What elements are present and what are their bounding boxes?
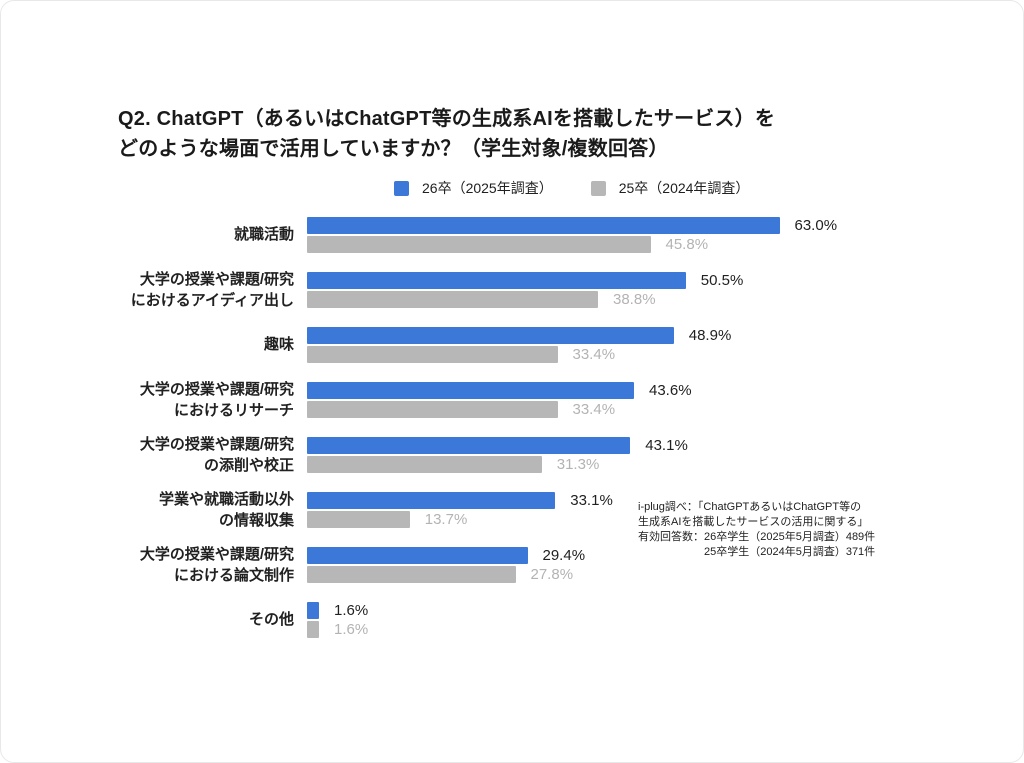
bar-value: 63.0% <box>794 216 838 234</box>
bar-line: 38.8% <box>307 290 743 308</box>
bar <box>307 546 528 564</box>
bar <box>307 491 556 509</box>
source-note-line: 有効回答数：26卒学生（2025年5月調査）489件 <box>638 531 876 543</box>
bar <box>307 290 598 308</box>
bar-value: 43.1% <box>645 436 688 454</box>
source-note-line: 25卒学生（2024年5月調査）371件 <box>704 546 876 558</box>
legend-label: 25卒（2024年調査） <box>618 180 750 196</box>
bar-value: 48.9% <box>688 326 732 344</box>
bar <box>307 381 634 399</box>
bar-line: 13.7% <box>307 510 613 528</box>
legend-label: 26卒（2025年調査） <box>422 180 553 196</box>
legend: 26卒（2025年調査） 25卒（2024年調査） <box>394 178 749 198</box>
legend-swatch-icon <box>590 180 606 196</box>
bar <box>307 565 516 583</box>
bar-line: 31.3% <box>307 455 688 473</box>
bar-line: 33.4% <box>307 400 692 418</box>
chart-title: Q2. ChatGPT（あるいはChatGPT等の生成系AIを搭載したサービス）… <box>118 108 776 160</box>
category-label: その他 <box>248 611 294 628</box>
chart-row: 大学の授業や課題/研究 における論文制作 29.4% 27.8% <box>118 537 837 592</box>
bar <box>307 271 686 289</box>
bar-group: 29.4% 27.8% <box>307 546 586 583</box>
bar <box>307 400 558 418</box>
bar <box>307 235 651 253</box>
bar-group: 33.1% 13.7% <box>307 491 613 528</box>
bar-value: 27.8% <box>530 565 574 583</box>
bar-line: 1.6% <box>307 620 369 638</box>
legend-item: 26卒（2025年調査） <box>394 178 553 198</box>
bar-value: 45.8% <box>665 235 709 253</box>
bar-value: 38.8% <box>613 290 656 308</box>
bar-line: 43.1% <box>307 436 688 454</box>
bar-line: 33.1% <box>307 491 613 509</box>
bar-group: 43.6% 33.4% <box>307 381 692 418</box>
bar-value: 31.3% <box>556 455 600 473</box>
bar-line: 45.8% <box>307 235 837 253</box>
bar-line: 29.4% <box>307 546 586 564</box>
category-label: 趣味 <box>263 336 294 353</box>
category-label: 大学の授業や課題/研究 の添削や校正 <box>139 435 294 474</box>
category-label: 学業や就職活動以外 の情報収集 <box>158 490 294 529</box>
category-label: 大学の授業や課題/研究 におけるリサーチ <box>139 380 294 419</box>
bar-line: 48.9% <box>307 326 732 344</box>
bar <box>307 345 558 363</box>
bar-group: 63.0% 45.8% <box>307 216 838 253</box>
legend-item: 25卒（2024年調査） <box>590 178 750 198</box>
bar-line: 63.0% <box>307 216 838 234</box>
bar-line: 1.6% <box>307 601 369 619</box>
bar-line: 33.4% <box>307 345 731 363</box>
bar-value: 33.4% <box>572 345 616 363</box>
bar-group: 50.5% 38.8% <box>307 271 744 308</box>
bar-value: 1.6% <box>334 601 369 619</box>
chart-row: その他 1.6% 1.6% <box>118 592 837 647</box>
bar <box>307 601 319 619</box>
bar-value: 33.4% <box>572 400 616 418</box>
legend-swatch-icon <box>394 180 409 196</box>
chart-row: 就職活動 63.0% 45.8% <box>118 207 837 262</box>
bar-group: 48.9% 33.4% <box>307 326 732 363</box>
bar-line: 27.8% <box>307 565 585 583</box>
bar-value: 29.4% <box>542 546 586 564</box>
category-label: 大学の授業や課題/研究 におけるアイディア出し <box>130 270 294 309</box>
bar <box>307 216 780 234</box>
bar-value: 43.6% <box>649 381 692 399</box>
category-label: 就職活動 <box>233 226 294 243</box>
bar-group: 1.6% 1.6% <box>307 601 369 638</box>
chart-row: 大学の授業や課題/研究 の添削や校正 43.1% 31.3% <box>118 427 837 482</box>
bar-value: 13.7% <box>424 510 468 528</box>
bar-line: 43.6% <box>307 381 692 399</box>
bar-group: 43.1% 31.3% <box>307 436 688 473</box>
source-note-line: i-plug調べ：「ChatGPTあるいはChatGPT等の <box>638 501 862 513</box>
category-label: 大学の授業や課題/研究 における論文制作 <box>139 545 294 584</box>
chart-row: 大学の授業や課題/研究 におけるアイディア出し 50.5% 38.8% <box>118 262 837 317</box>
bar <box>307 510 410 528</box>
source-note: i-plug調べ：「ChatGPTあるいはChatGPT等の 生成系AIを搭載し… <box>638 500 875 560</box>
chart-rows: 就職活動 63.0% 45.8% 大学の授業や課題/研究 におけるアイディア出し… <box>118 207 837 647</box>
bar <box>307 620 319 638</box>
chart-row: 学業や就職活動以外 の情報収集 33.1% 13.7% <box>118 482 837 537</box>
chart-row: 趣味 48.9% 33.4% <box>118 317 837 372</box>
bar-value: 33.1% <box>570 491 613 509</box>
source-note-line: 生成系AIを搭載したサービスの活用に関する」 <box>638 516 869 528</box>
bar <box>307 326 674 344</box>
bar <box>307 455 542 473</box>
bar-line: 50.5% <box>307 271 744 289</box>
bar-value: 50.5% <box>700 271 744 289</box>
chart-row: 大学の授業や課題/研究 におけるリサーチ 43.6% 33.4% <box>118 372 837 427</box>
bar-value: 1.6% <box>334 620 369 638</box>
bar <box>307 436 631 454</box>
